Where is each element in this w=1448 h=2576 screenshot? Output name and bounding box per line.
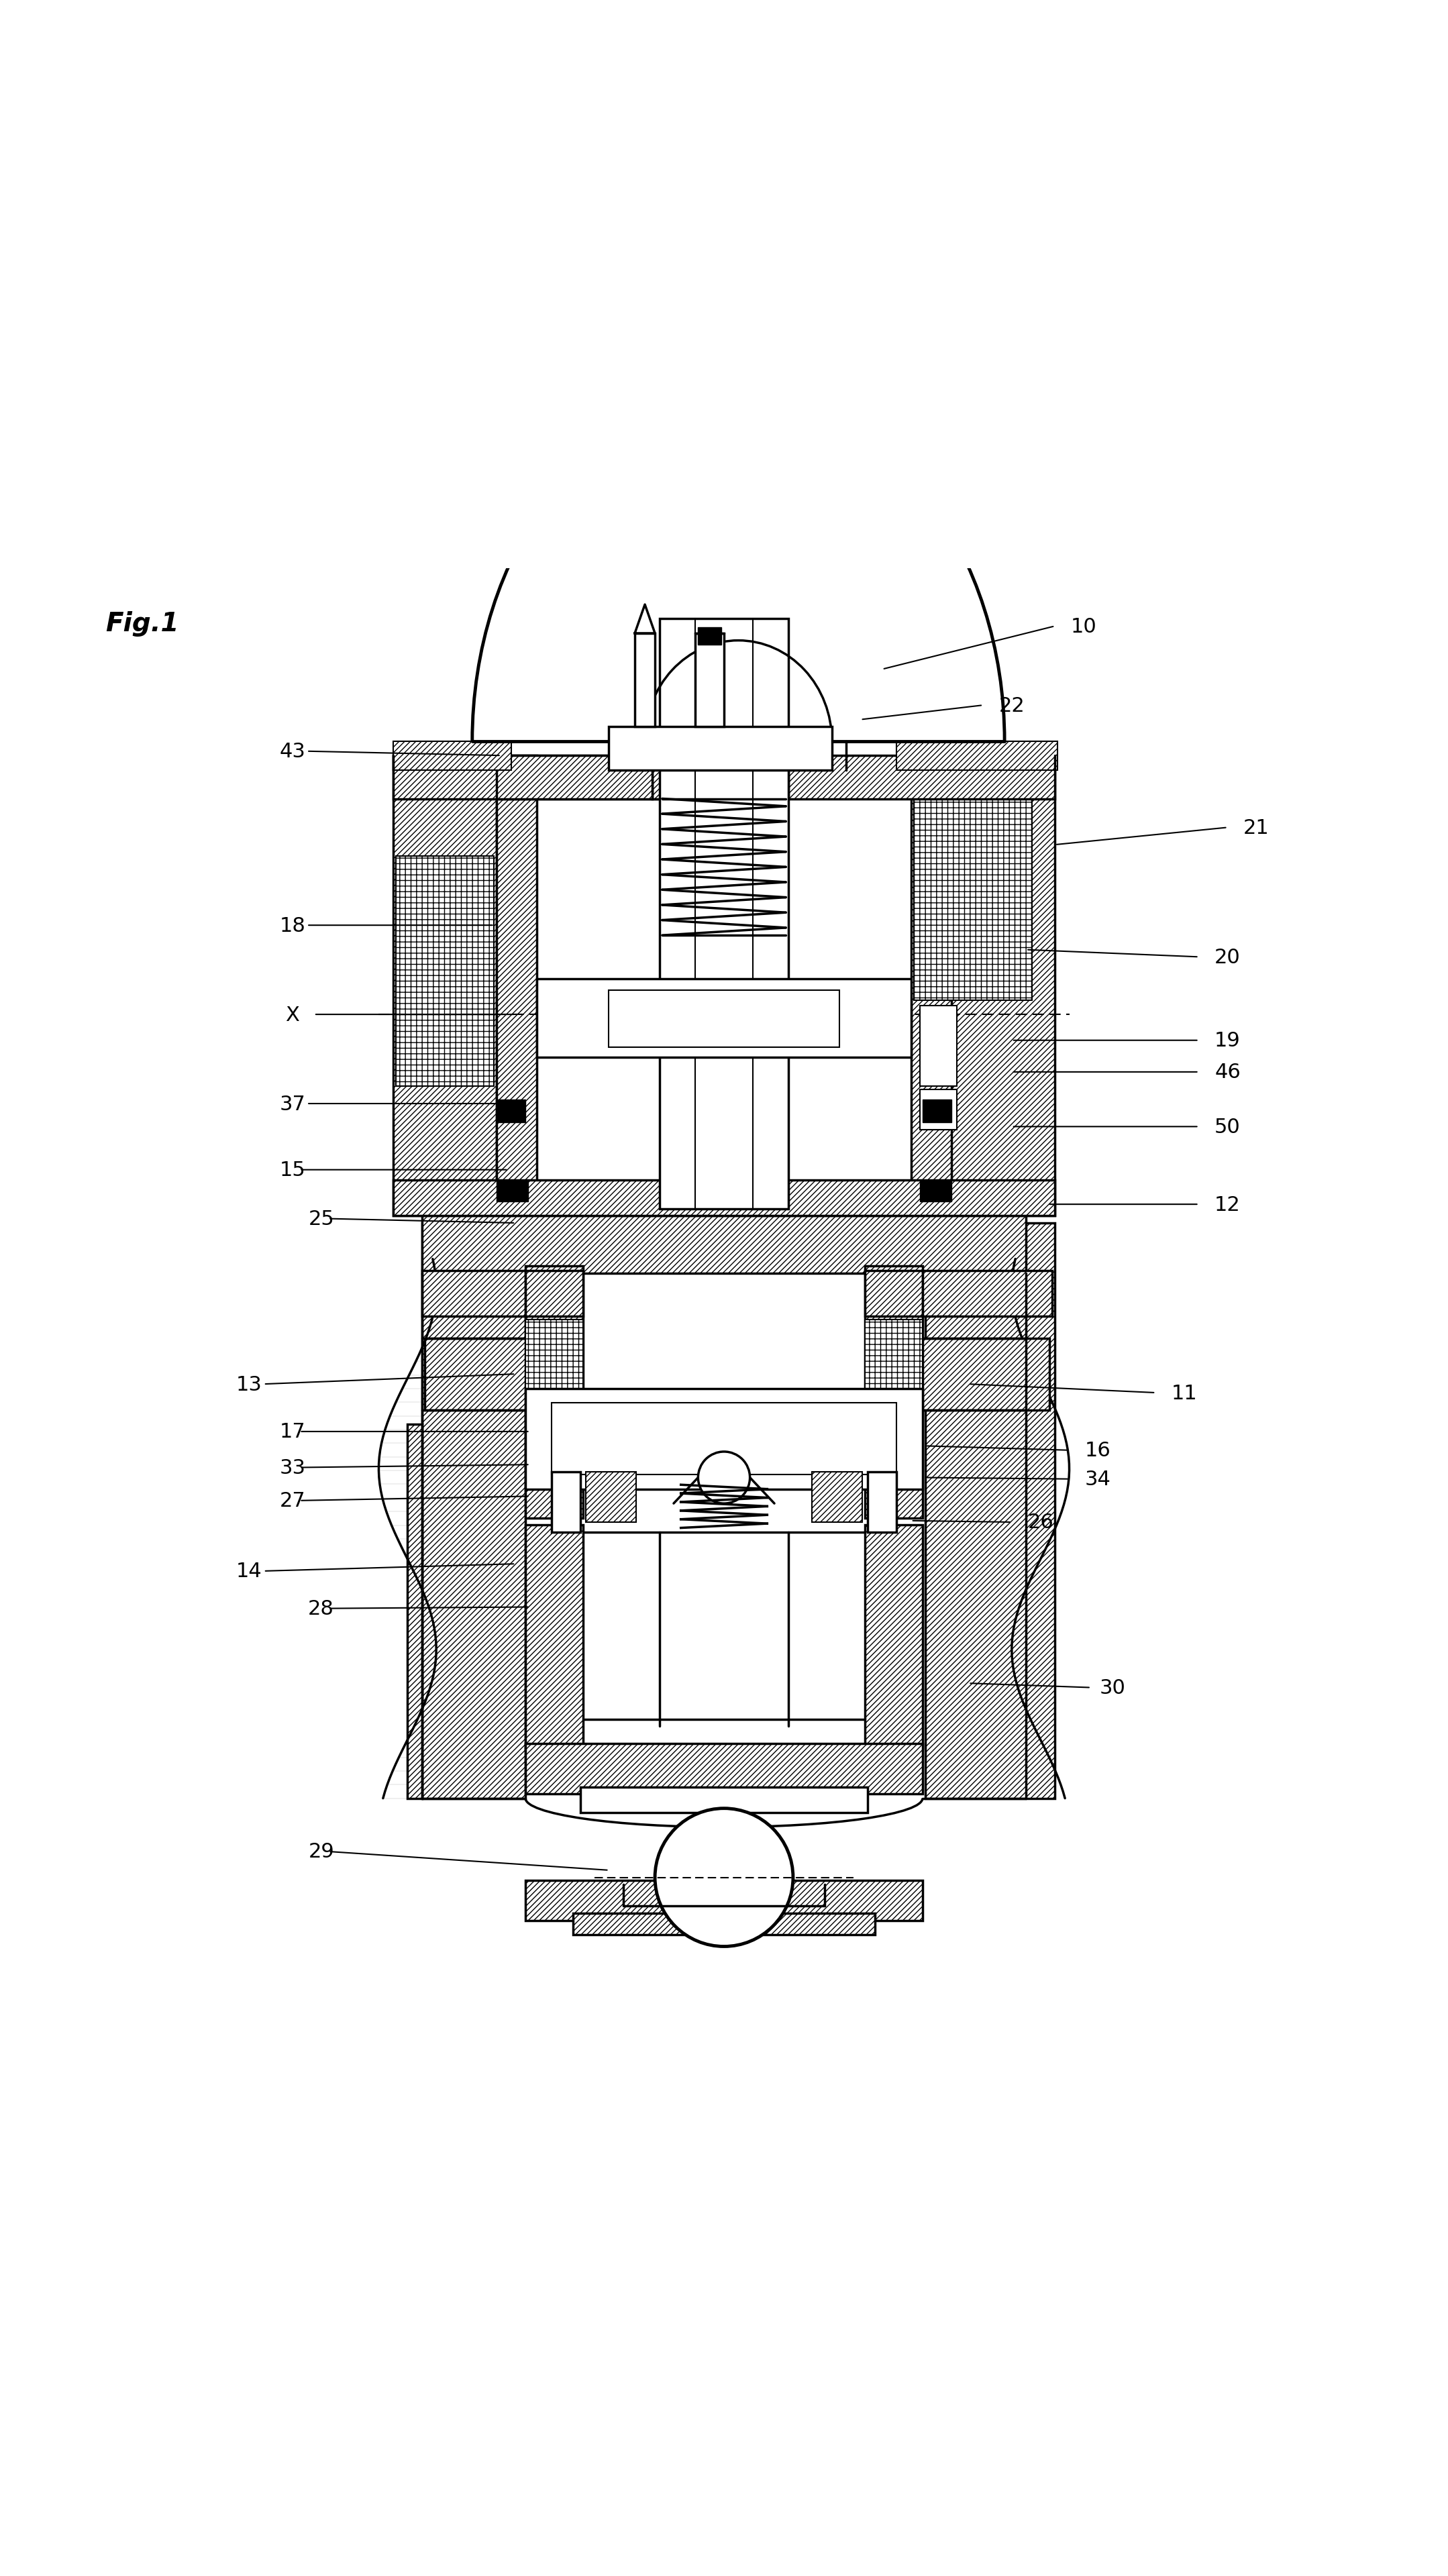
Bar bbox=[864, 1525, 922, 1749]
Bar bbox=[395, 858, 494, 1087]
Bar bbox=[392, 755, 1056, 799]
Bar bbox=[634, 634, 654, 726]
Bar bbox=[864, 1270, 922, 1316]
Bar bbox=[922, 1340, 1050, 1409]
Text: Fig.1: Fig.1 bbox=[106, 611, 180, 636]
Bar bbox=[421, 1224, 526, 1798]
Bar bbox=[659, 618, 789, 1208]
Text: 33: 33 bbox=[279, 1458, 306, 1479]
Text: 46: 46 bbox=[1215, 1061, 1241, 1082]
Bar bbox=[919, 1180, 951, 1203]
Bar bbox=[928, 755, 1056, 1216]
Bar bbox=[698, 629, 721, 644]
Circle shape bbox=[698, 1453, 750, 1504]
Text: 30: 30 bbox=[1099, 1677, 1125, 1698]
Bar bbox=[925, 1224, 1056, 1798]
Bar bbox=[392, 742, 511, 770]
Text: 26: 26 bbox=[1028, 1512, 1054, 1533]
Text: 28: 28 bbox=[308, 1600, 334, 1618]
Circle shape bbox=[654, 1808, 794, 1947]
Bar bbox=[586, 1471, 636, 1522]
Bar bbox=[573, 1914, 875, 1935]
Bar bbox=[919, 1090, 957, 1131]
Bar bbox=[812, 1471, 862, 1522]
Bar bbox=[497, 1100, 526, 1123]
Bar bbox=[695, 634, 724, 726]
Bar bbox=[552, 1404, 896, 1476]
Bar bbox=[922, 1100, 951, 1123]
Bar bbox=[914, 799, 1032, 999]
Bar bbox=[497, 1180, 529, 1203]
Bar bbox=[421, 1270, 526, 1316]
Bar bbox=[392, 755, 497, 1216]
Bar bbox=[526, 1525, 584, 1749]
Bar bbox=[407, 1425, 421, 1798]
Bar bbox=[896, 742, 1058, 770]
Text: 21: 21 bbox=[1244, 819, 1270, 837]
Text: 19: 19 bbox=[1215, 1030, 1241, 1051]
Bar bbox=[526, 1880, 922, 1922]
Text: 17: 17 bbox=[279, 1422, 306, 1443]
Bar bbox=[552, 1471, 581, 1533]
Text: 10: 10 bbox=[1070, 616, 1096, 636]
Text: 50: 50 bbox=[1215, 1118, 1241, 1136]
Text: 16: 16 bbox=[1085, 1440, 1111, 1461]
Text: 37: 37 bbox=[279, 1095, 306, 1113]
Text: 13: 13 bbox=[236, 1376, 262, 1394]
Bar bbox=[922, 1270, 1053, 1316]
Bar bbox=[392, 1180, 1056, 1216]
Text: 12: 12 bbox=[1215, 1195, 1241, 1213]
Bar bbox=[537, 979, 911, 1059]
Bar bbox=[526, 1319, 584, 1388]
Bar bbox=[526, 1744, 922, 1793]
Text: 34: 34 bbox=[1085, 1468, 1111, 1489]
Polygon shape bbox=[634, 605, 654, 634]
Text: 20: 20 bbox=[1215, 948, 1241, 966]
Bar bbox=[421, 1216, 1027, 1273]
Bar bbox=[526, 1270, 584, 1316]
Bar bbox=[497, 755, 652, 799]
Bar bbox=[652, 755, 789, 799]
Text: X: X bbox=[285, 1005, 300, 1025]
Bar bbox=[497, 755, 537, 1216]
Bar bbox=[610, 726, 833, 770]
Bar bbox=[424, 1340, 526, 1409]
Bar bbox=[581, 1533, 867, 1718]
Text: 11: 11 bbox=[1171, 1383, 1197, 1404]
Bar bbox=[911, 755, 951, 1216]
Text: 25: 25 bbox=[308, 1208, 334, 1229]
Bar bbox=[610, 989, 838, 1048]
Bar bbox=[581, 1788, 867, 1814]
Bar bbox=[867, 1471, 896, 1533]
Bar bbox=[919, 1007, 957, 1087]
Text: 15: 15 bbox=[279, 1159, 306, 1180]
Bar bbox=[864, 1319, 922, 1388]
Text: 27: 27 bbox=[279, 1492, 306, 1510]
Bar bbox=[864, 1267, 922, 1517]
Text: 43: 43 bbox=[279, 742, 306, 762]
Text: 18: 18 bbox=[279, 917, 306, 935]
Text: 14: 14 bbox=[236, 1561, 262, 1582]
Text: 29: 29 bbox=[308, 1842, 334, 1862]
Bar bbox=[526, 1267, 584, 1517]
Bar bbox=[526, 1388, 922, 1489]
Text: 22: 22 bbox=[999, 696, 1025, 716]
